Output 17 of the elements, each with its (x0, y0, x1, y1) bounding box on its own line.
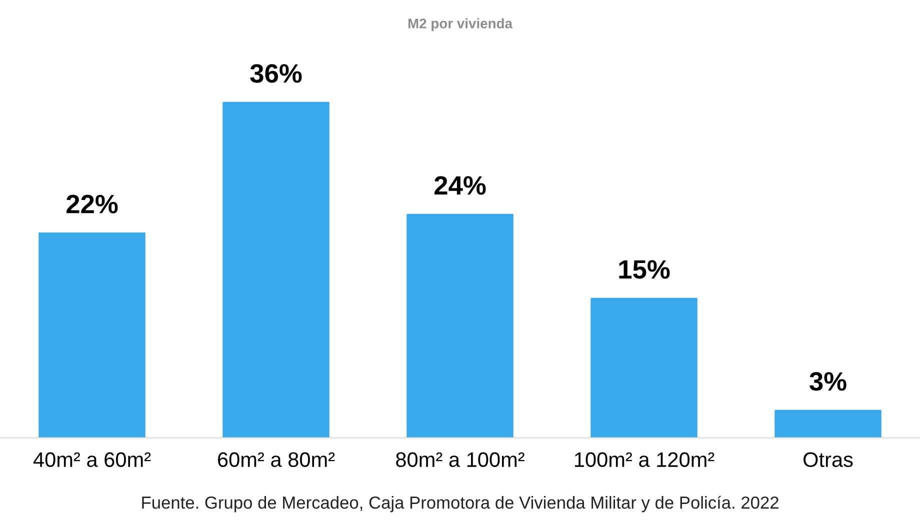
x-tick-label: 60m² a 80m² (218, 452, 335, 468)
data-label: 22% (66, 194, 118, 214)
data-label: 24% (434, 176, 486, 195)
bar (38, 232, 146, 438)
bar (590, 298, 698, 438)
data-label: 3% (810, 372, 846, 391)
data-label: 15% (619, 260, 670, 279)
x-tick-label: 40m² a 60m² (33, 452, 151, 468)
chart-title: M2 por vivienda (408, 18, 513, 32)
bar (774, 410, 882, 438)
x-tick-label: 80m² a 100m² (396, 452, 524, 468)
x-tick-label: 100m² a 120m² (574, 452, 714, 468)
x-tick-label: Otras (804, 452, 853, 468)
bar (222, 102, 330, 438)
source-note: Fuente. Grupo de Mercadeo, Caja Promotora de Vivienda Militar y de Policía. 2022 (142, 496, 778, 512)
data-label: 36% (250, 64, 302, 83)
bar (406, 214, 514, 438)
